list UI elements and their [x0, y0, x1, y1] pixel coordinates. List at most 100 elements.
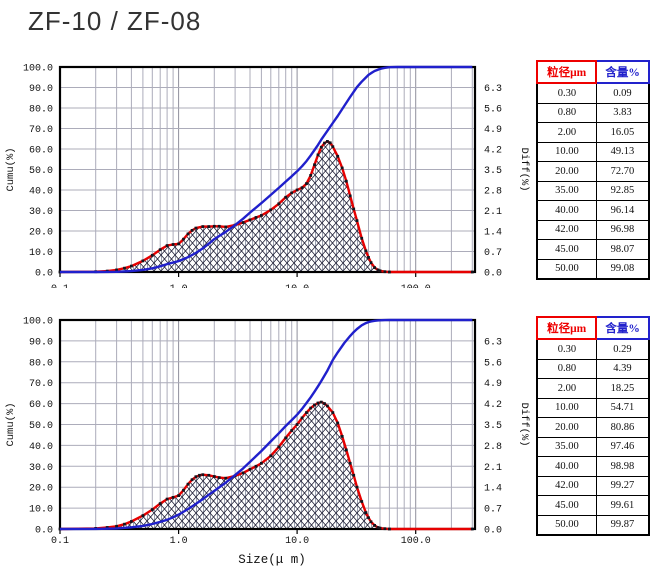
y-right-tick: 0.0 [484, 526, 502, 537]
table-row: 45.00 98.07 [536, 239, 650, 260]
y-right-tick: 2.1 [484, 463, 502, 474]
y-left-tick: 90.0 [29, 84, 53, 95]
y-right-tick: 0.0 [484, 269, 502, 280]
y-right-tick: 6.3 [484, 84, 502, 95]
table-row: 10.00 49.13 [536, 141, 650, 162]
table-cell: 0.30 [536, 82, 597, 104]
y-right-tick: 5.6 [484, 105, 502, 116]
table-cell: 72.70 [595, 161, 650, 182]
table-cell: 2.00 [536, 122, 597, 143]
x-tick: 1.0 [170, 284, 188, 288]
diff-area [60, 402, 473, 529]
y-left-tick: 0.0 [35, 269, 53, 280]
table-row: 20.00 72.70 [536, 161, 650, 182]
table-cell: 50.00 [536, 514, 597, 536]
x-tick: 0.1 [51, 536, 69, 547]
page-title: ZF-10 / ZF-08 [28, 6, 202, 36]
diff-markers [58, 400, 474, 531]
y-left-tick: 0.0 [35, 526, 53, 537]
table-cell: 35.00 [536, 436, 597, 457]
tick-labels: 100.0 90.0 80.0 70.0 60.0 50.0 40.0 30.0 20.0 10.… [23, 317, 502, 548]
table-cell: 98.07 [595, 239, 650, 260]
y-right-tick: 1.4 [484, 228, 502, 239]
x-tick: 0.1 [51, 284, 69, 288]
table-row: 35.00 92.85 [536, 180, 650, 201]
table-cell: 40.00 [536, 456, 597, 477]
y-right-tick: 1.4 [484, 484, 502, 495]
y-right-tick: 2.8 [484, 187, 502, 198]
table-row: 2.00 16.05 [536, 122, 650, 143]
table-cell: 20.00 [536, 417, 597, 438]
y-left-tick: 100.0 [23, 317, 53, 328]
chart-top-zf10: 100.0 90.0 80.0 70.0 60.0 50.0 40.0 30.0 20.0 10.… [5, 64, 530, 289]
table-cell: 16.05 [595, 122, 650, 143]
table-cell: 99.08 [595, 258, 650, 280]
x-tick: 100.0 [401, 284, 431, 288]
y-left-tick: 90.0 [29, 337, 53, 348]
table-cell: 45.00 [536, 239, 597, 260]
table-cell: 42.00 [536, 475, 597, 496]
y-left-tick: 50.0 [29, 166, 53, 177]
y-right-tick: 4.2 [484, 400, 502, 411]
y-left-tick: 40.0 [29, 187, 53, 198]
table-top-zf10: 粒径μm 含量% 0.30 0.09 0.80 3.83 2.00 16.05 10.00 49.… [535, 60, 650, 280]
table-cell: 40.00 [536, 200, 597, 221]
plot-border [58, 318, 477, 531]
y-left-tick: 60.0 [29, 146, 53, 157]
y-left-tick: 80.0 [29, 105, 53, 116]
diff-markers [58, 140, 474, 274]
x-axis-label: Size(μ m) [238, 553, 306, 567]
y-left-tick: 30.0 [29, 463, 53, 474]
cumu-curve [59, 318, 473, 531]
table-cell: 42.00 [536, 219, 597, 240]
y-right-tick: 4.9 [484, 125, 502, 136]
table-cell: 0.80 [536, 102, 597, 123]
table-row: 50.00 99.87 [536, 514, 650, 536]
y-right-tick: 0.7 [484, 505, 502, 516]
table-cell: 92.85 [595, 180, 650, 201]
y-left-tick: 30.0 [29, 207, 53, 218]
x-tick: 10.0 [285, 284, 309, 288]
table-cell: 99.61 [595, 495, 650, 516]
table-cell: 96.14 [595, 200, 650, 221]
size-content-table: 粒径μm 含量% 0.30 0.09 0.80 3.83 2.00 16.05 10.00 49.… [535, 60, 650, 280]
size-content-table: 粒径μm 含量% 0.30 0.29 0.80 4.39 2.00 18.25 10.00 54.… [535, 316, 650, 536]
table-cell: 99.27 [595, 475, 650, 496]
y-left-tick: 40.0 [29, 442, 53, 453]
x-tick: 10.0 [285, 536, 309, 547]
y-left-tick: 20.0 [29, 484, 53, 495]
y-left-tick: 70.0 [29, 125, 53, 136]
table-cell: 0.30 [536, 338, 597, 360]
table-cell: 80.86 [595, 417, 650, 438]
y-right-tick: 4.2 [484, 146, 502, 157]
table-row: 0.80 4.39 [536, 358, 650, 379]
table-cell: 18.25 [595, 378, 650, 399]
table-header-content: 含量% [595, 316, 650, 340]
y-left-tick: 80.0 [29, 358, 53, 369]
x-tick: 1.0 [170, 536, 188, 547]
table-row: 10.00 54.71 [536, 397, 650, 418]
chart-bottom-zf08: 100.0 90.0 80.0 70.0 60.0 50.0 40.0 30.0 20.0 10.… [5, 317, 530, 568]
table-cell: 96.98 [595, 219, 650, 240]
y-left-tick: 100.0 [23, 64, 53, 75]
plot-border [58, 65, 477, 274]
table-row: 42.00 96.98 [536, 219, 650, 240]
table-row: 45.00 99.61 [536, 495, 650, 516]
table-cell: 3.83 [595, 102, 650, 123]
table-cell: 97.46 [595, 436, 650, 457]
table-cell: 2.00 [536, 378, 597, 399]
table-cell: 35.00 [536, 180, 597, 201]
table-row: 2.00 18.25 [536, 378, 650, 399]
y-right-tick: 5.6 [484, 358, 502, 369]
table-row: 20.00 80.86 [536, 417, 650, 438]
y-left-tick: 50.0 [29, 421, 53, 432]
table-cell: 10.00 [536, 141, 597, 162]
y-right-axis-label: Diff(%) [518, 147, 530, 191]
table-header-size: 粒径μm [535, 316, 598, 340]
cumu-curve [60, 65, 473, 274]
table-header-size: 粒径μm [535, 60, 598, 84]
diff-area [60, 141, 473, 272]
table-cell: 54.71 [595, 397, 650, 418]
y-left-axis-label: Cumu(%) [5, 147, 17, 191]
table-bottom-zf08: 粒径μm 含量% 0.30 0.29 0.80 4.39 2.00 18.25 10.00 54.… [535, 316, 650, 536]
